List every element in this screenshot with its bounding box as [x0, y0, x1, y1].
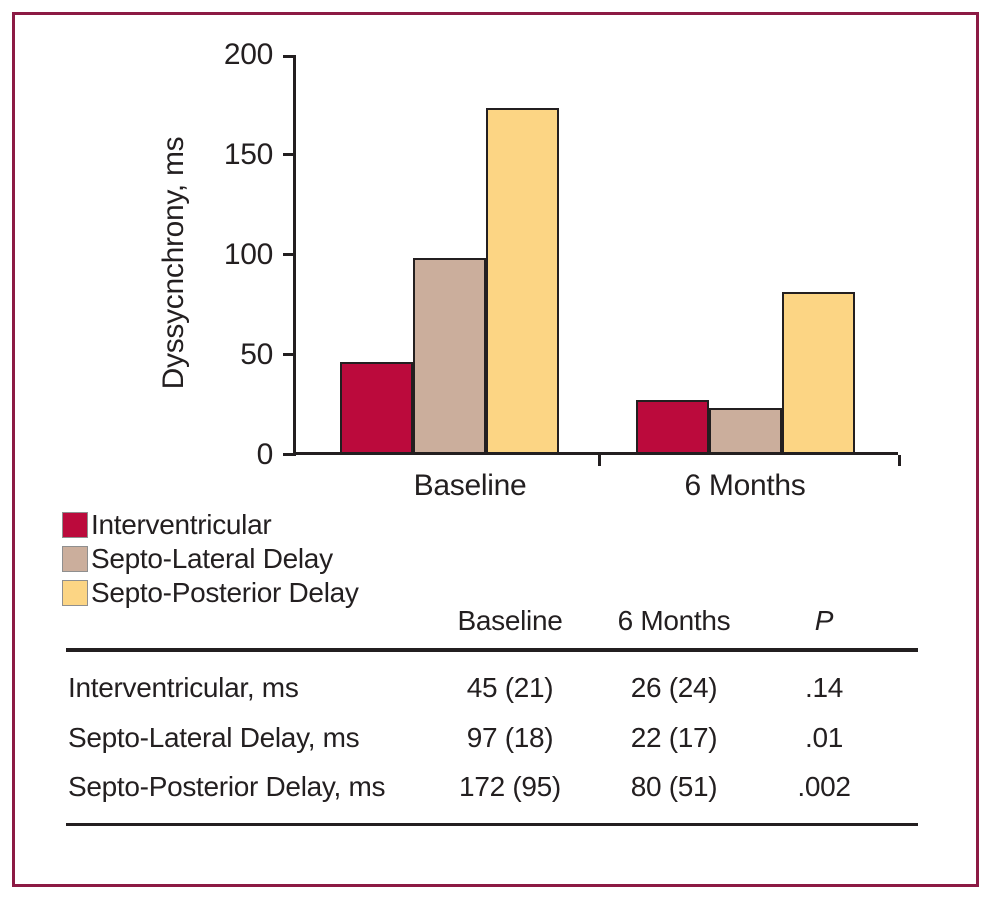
x-category-6-months: 6 Months — [684, 469, 806, 502]
row-p-value: .01 — [804, 722, 844, 753]
row-p-value: .002 — [797, 771, 851, 802]
bar-septo-lateral-6-months — [709, 408, 782, 452]
legend-swatch-septo-lateral-icon — [62, 546, 88, 572]
y-tick-mark-50 — [283, 353, 296, 356]
y-tick-mark-100 — [283, 253, 296, 256]
x-tick-mark-axis-end — [898, 455, 901, 466]
legend-swatch-interventricular-icon — [62, 512, 88, 538]
bar-septo-posterior-6-months — [782, 292, 855, 452]
table-rule-top — [66, 648, 918, 652]
legend-label-interventricular: Interventricular — [91, 509, 272, 540]
y-tick-mark-0 — [283, 453, 296, 456]
row-label: Interventricular, ms — [68, 672, 299, 703]
legend-swatch-septo-posterior-icon — [62, 580, 88, 606]
row-6-months-value: 22 (17) — [630, 722, 718, 753]
y-tick-label-100: 100 — [223, 238, 273, 271]
row-6-months-value: 80 (51) — [630, 771, 718, 802]
table-header-baseline: Baseline — [457, 605, 563, 636]
table-row: Septo-Lateral Delay, ms 97 (18) 22 (17) … — [0, 720, 991, 756]
legend-item-interventricular: Interventricular — [62, 508, 359, 542]
legend-label-septo-posterior: Septo-Posterior Delay — [91, 577, 359, 608]
table-header-p: P — [814, 605, 834, 636]
y-tick-label-0: 0 — [256, 438, 274, 471]
legend-item-septo-posterior: Septo-Posterior Delay — [62, 576, 359, 610]
legend-label-septo-lateral: Septo-Lateral Delay — [91, 543, 333, 574]
legend-item-septo-lateral: Septo-Lateral Delay — [62, 542, 359, 576]
y-tick-label-50: 50 — [240, 338, 273, 371]
x-tick-mark-group-divider — [598, 455, 601, 466]
legend: Interventricular Septo-Lateral Delay Sep… — [62, 508, 359, 610]
row-p-value: .14 — [804, 672, 844, 703]
table-row: Interventricular, ms 45 (21) 26 (24) .14 — [0, 670, 991, 706]
bar-septo-posterior-baseline — [486, 108, 559, 452]
y-tick-mark-200 — [283, 55, 296, 58]
plot-area: 0 50 100 150 200 — [224, 38, 901, 471]
y-tick-mark-150 — [283, 153, 296, 156]
bar-septo-lateral-baseline — [413, 258, 486, 452]
x-category-baseline: Baseline — [413, 469, 527, 502]
row-label: Septo-Posterior Delay, ms — [68, 771, 386, 802]
bar-interventricular-baseline — [340, 362, 413, 452]
y-tick-label-150: 150 — [223, 138, 273, 171]
row-6-months-value: 26 (24) — [630, 672, 718, 703]
y-tick-label-200: 200 — [223, 38, 273, 71]
row-baseline-value: 97 (18) — [466, 722, 554, 753]
table-rule-bottom — [66, 823, 918, 826]
bar-interventricular-6-months — [636, 400, 709, 452]
row-baseline-value: 45 (21) — [466, 672, 554, 703]
row-baseline-value: 172 (95) — [459, 771, 561, 802]
table-row: Septo-Posterior Delay, ms 172 (95) 80 (5… — [0, 769, 991, 805]
row-label: Septo-Lateral Delay, ms — [68, 722, 360, 753]
table-header-6-months: 6 Months — [617, 605, 731, 636]
table-header-row: Baseline 6 Months P — [0, 603, 991, 639]
